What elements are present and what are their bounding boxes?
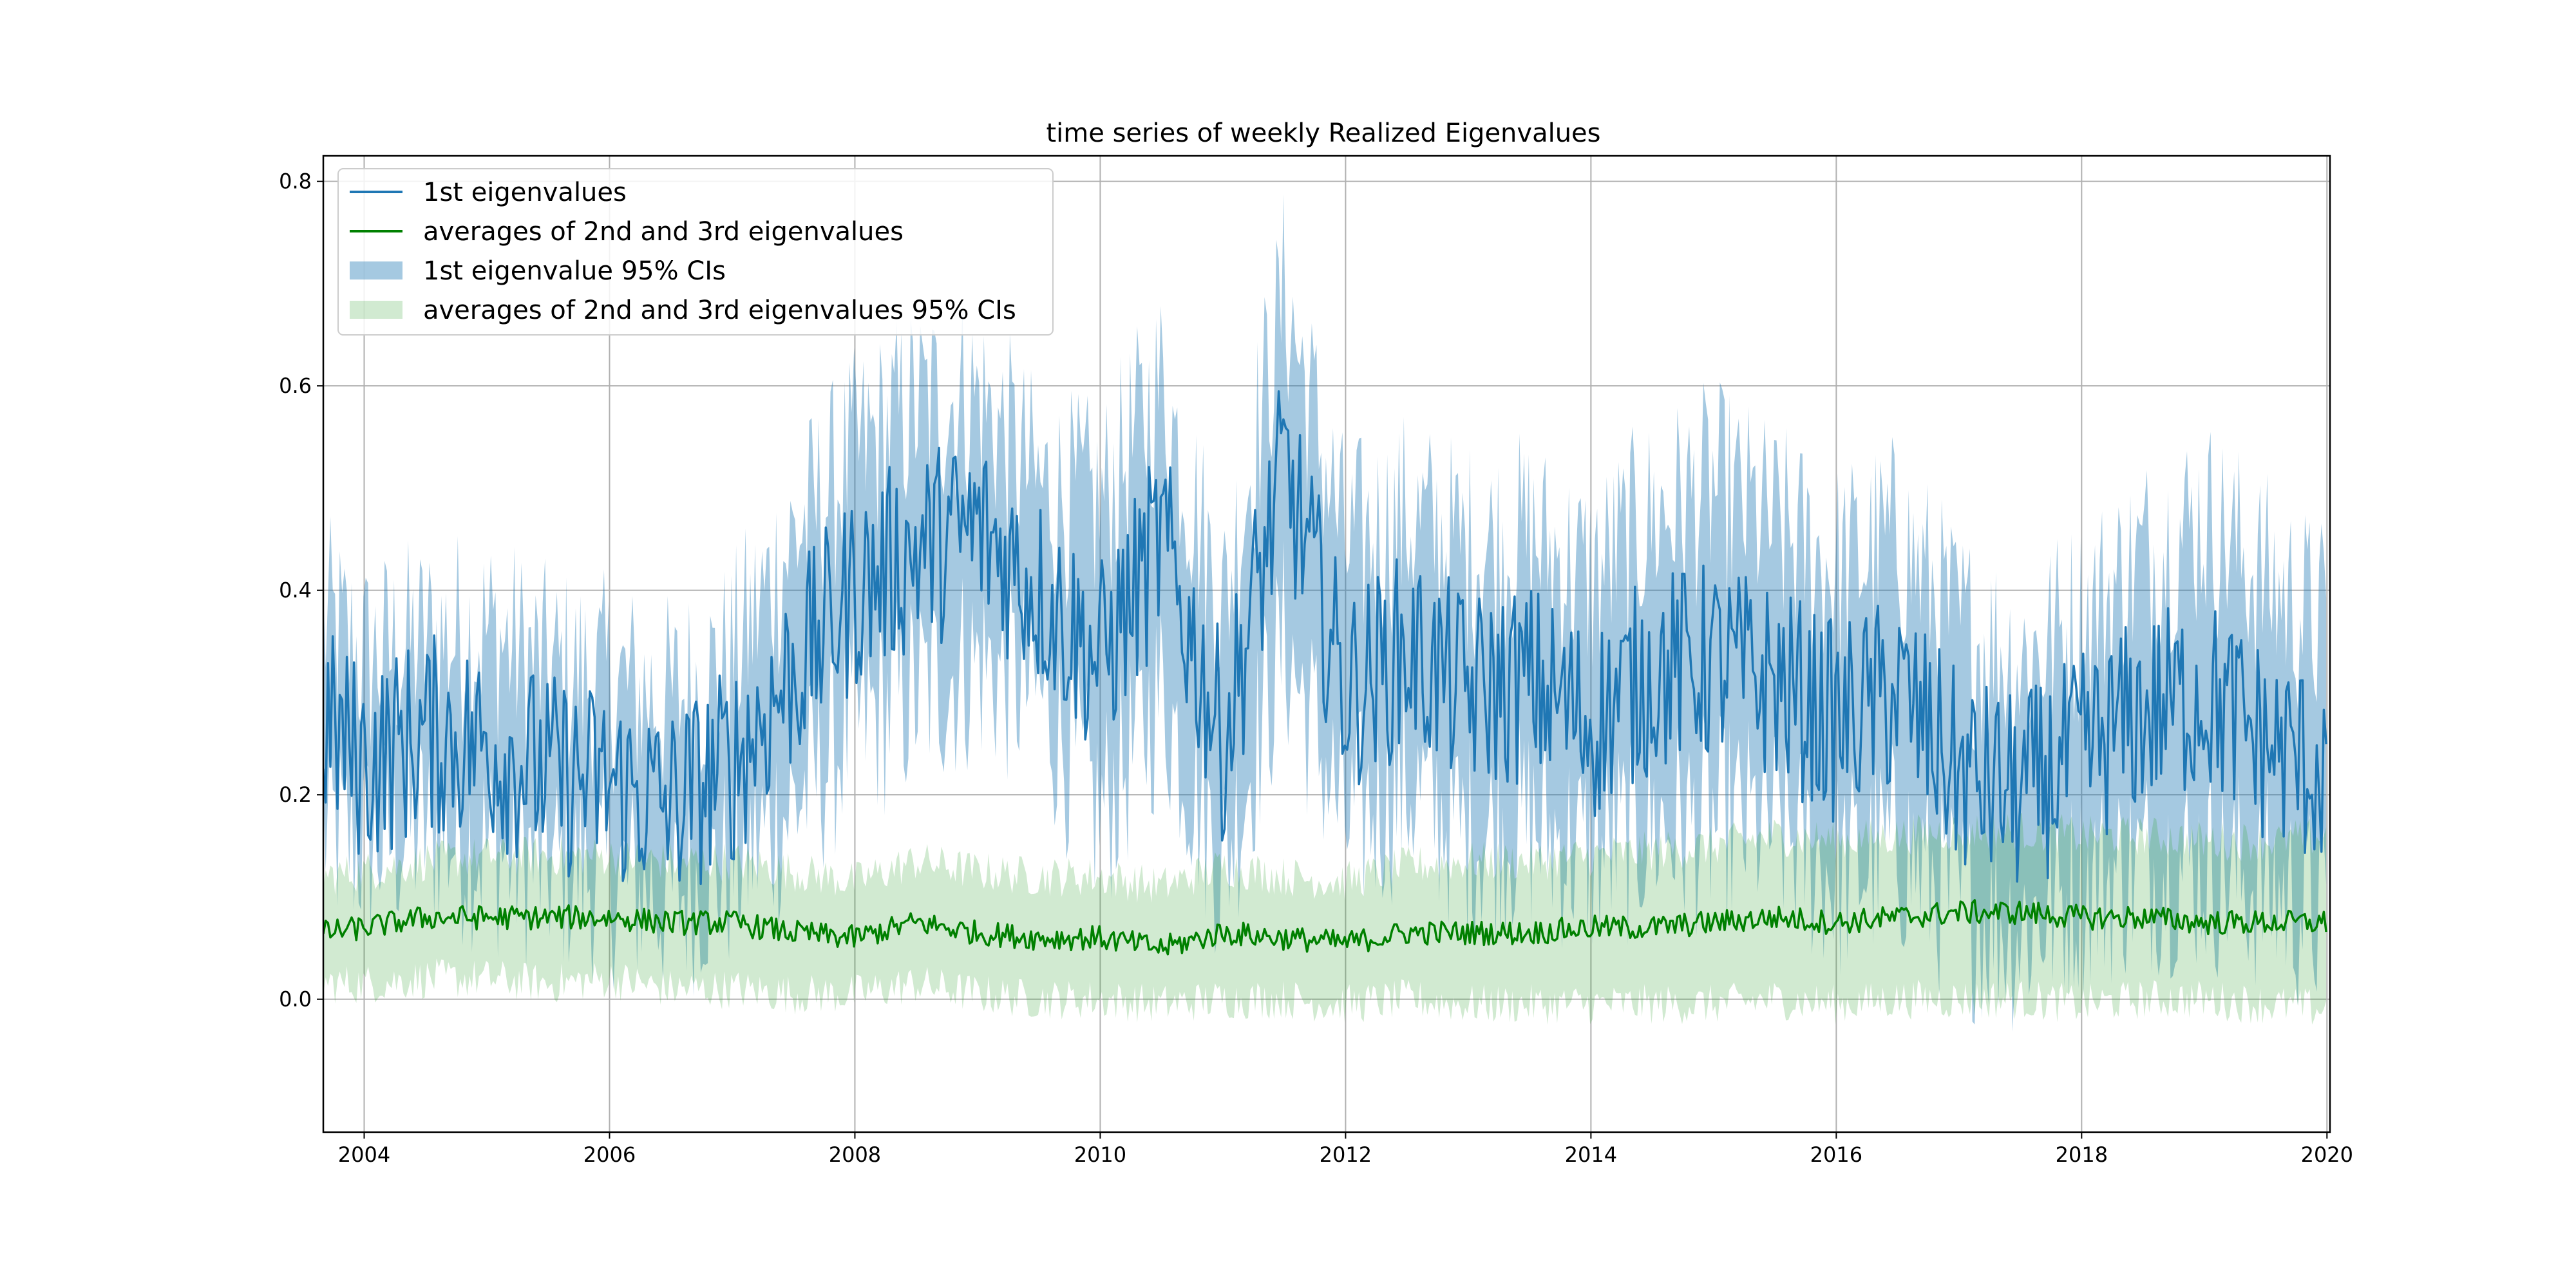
first-eigenvalue-ci-band — [323, 194, 2327, 1032]
x-tick-label: 2008 — [829, 1142, 881, 1167]
legend-label: averages of 2nd and 3rd eigenvalues 95% … — [423, 296, 1016, 325]
y-tick-label: 0.4 — [279, 578, 312, 603]
plot-frame — [322, 155, 2331, 1133]
avg-eigenvalue-ci-band — [323, 812, 2327, 1025]
legend: 1st eigenvalues averages of 2nd and 3rd e… — [337, 168, 1054, 336]
legend-label: 1st eigenvalue 95% CIs — [423, 256, 726, 286]
legend-swatch-band — [350, 301, 402, 319]
avg-eigenvalue-line — [323, 899, 2327, 956]
x-tick-label: 2012 — [1320, 1142, 1372, 1167]
first-eigenvalue-line — [323, 390, 2327, 886]
legend-box — [337, 168, 1054, 336]
x-tick-label: 2016 — [1810, 1142, 1862, 1167]
x-tick-label: 2018 — [2056, 1142, 2108, 1167]
y-tick-label: 0.0 — [279, 987, 312, 1012]
x-tick-label: 2006 — [583, 1142, 636, 1167]
legend-swatch-band — [350, 261, 402, 279]
y-tick-label: 0.6 — [279, 374, 312, 398]
x-tick-label: 2020 — [2301, 1142, 2353, 1167]
x-tick-label: 2010 — [1074, 1142, 1126, 1167]
legend-label: averages of 2nd and 3rd eigenvalues — [423, 217, 904, 247]
y-tick-label: 0.2 — [279, 782, 312, 807]
x-tick-label: 2014 — [1565, 1142, 1617, 1167]
x-tick-label: 2004 — [338, 1142, 390, 1167]
legend-label: 1st eigenvalues — [423, 178, 627, 207]
plot-series — [323, 194, 2327, 1032]
axes: 2004 2006 2008 2010 2012 2014 2016 2018 2020 0.0 0… — [279, 169, 2353, 1167]
chart-title: time series of weekly Realized Eigenvalu… — [1046, 118, 1600, 148]
y-tick-label: 0.8 — [279, 169, 312, 194]
